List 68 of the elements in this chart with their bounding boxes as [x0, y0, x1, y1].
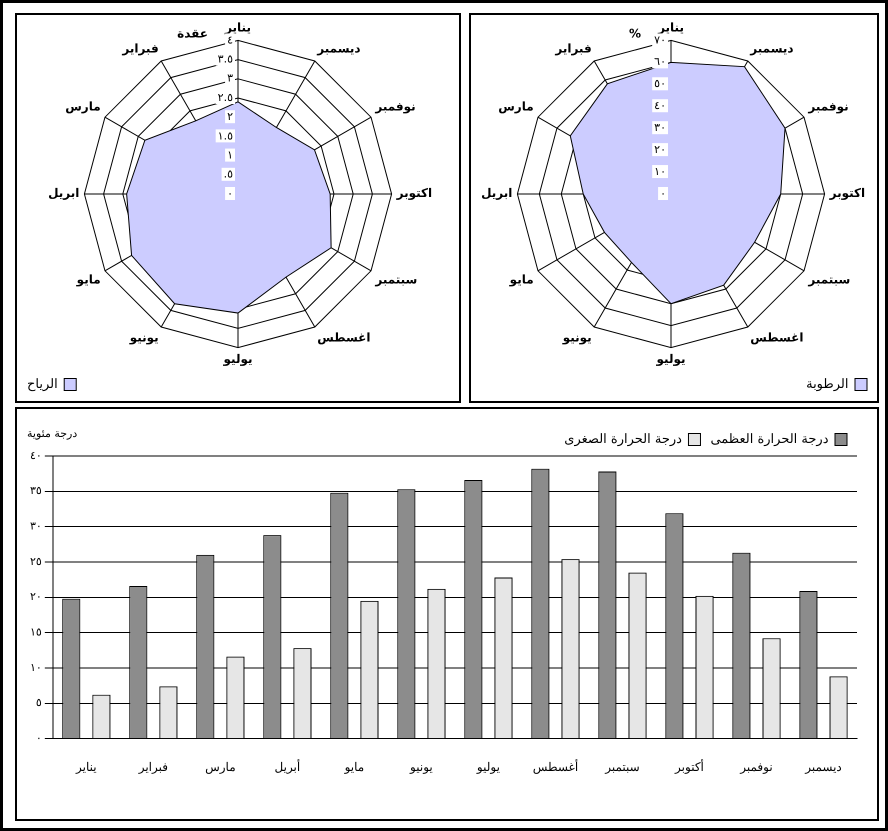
- spoke-label: نوفمبر: [374, 100, 416, 114]
- y-tick-label: ٢٠: [654, 142, 666, 156]
- spoke-label: ابريل: [481, 186, 512, 200]
- spoke-label: مارس: [65, 100, 101, 114]
- x-tick-label: نوفمبر: [739, 760, 773, 774]
- spoke-label: فبراير: [554, 42, 592, 56]
- y-tick-label: ١.٥: [218, 129, 234, 142]
- y-tick-label: ٢.٥: [218, 90, 234, 104]
- spoke-label: اغسطس: [317, 330, 370, 345]
- y-tick-label: ٠: [36, 731, 42, 744]
- spoke-label: يوليو: [222, 352, 252, 366]
- spoke-label: مايو: [76, 272, 101, 287]
- y-tick-label: ٥٠: [654, 77, 666, 90]
- y-tick-label: ٠: [227, 186, 233, 200]
- y-tick-label: ٦٠: [654, 55, 666, 68]
- text: عقدة: [177, 26, 208, 41]
- y-tick-label: ٣٥: [30, 484, 42, 498]
- spoke-label: سبتمبر: [807, 272, 850, 287]
- x-tick-label: يوليو: [476, 760, 500, 774]
- spoke-label: فبراير: [121, 42, 159, 56]
- y-tick-label: ١٠: [654, 164, 666, 178]
- y-axis-title: درجة مئوية: [27, 426, 78, 440]
- x-tick-label: مارس: [205, 760, 236, 774]
- y-tick-label: ٣٠: [654, 121, 666, 134]
- spoke-label: يناير: [224, 20, 251, 34]
- spoke-label: اكتوبر: [828, 186, 866, 200]
- legend-label: درجة الحرارة العظمى: [710, 432, 829, 447]
- y-tick-label: ٧٠: [654, 33, 666, 46]
- y-tick-label: ٢٥: [30, 554, 42, 568]
- y-tick-label: ٥: [36, 696, 42, 710]
- x-tick-label: سبتمبر: [604, 760, 640, 774]
- x-tick-label: أغسطس: [532, 758, 578, 774]
- legend-label: الرطوبة: [806, 376, 848, 392]
- y-tick-label: ٣٠: [30, 520, 42, 533]
- text: %: [628, 26, 641, 41]
- spoke-label: يونيو: [562, 330, 592, 345]
- y-tick-label: ٢٠: [30, 590, 42, 604]
- y-tick-label: ٠: [660, 186, 666, 200]
- y-tick-label: ٣: [227, 72, 234, 85]
- y-tick-label: ١: [227, 148, 233, 162]
- legend-label: الرياح: [27, 376, 58, 392]
- y-tick-label: ٤: [227, 33, 234, 46]
- x-tick-label: أكتوبر: [674, 758, 704, 774]
- x-tick-label: يناير: [75, 760, 97, 774]
- spoke-label: يونيو: [128, 330, 159, 345]
- spoke-label: اكتوبر: [396, 186, 432, 200]
- spoke-label: اغسطس: [750, 330, 804, 345]
- y-tick-label: ١٠: [30, 660, 42, 674]
- x-tick-label: مايو: [344, 760, 364, 774]
- x-tick-label: فبراير: [138, 760, 168, 774]
- y-tick-label: .٥: [224, 168, 234, 181]
- spoke-label: ديسمبر: [316, 42, 361, 56]
- y-tick-label: ٤٠: [30, 448, 42, 462]
- y-tick-label: ٤٠: [654, 99, 666, 112]
- y-tick-label: ٢: [227, 110, 234, 124]
- spoke-label: سبتمبر: [374, 272, 418, 287]
- y-tick-label: ١٥: [30, 625, 42, 638]
- legend-label: درجة الحرارة الصغرى: [564, 432, 682, 447]
- spoke-label: ديسمبر: [749, 42, 794, 56]
- x-tick-label: ديسمبر: [804, 760, 842, 774]
- spoke-label: نوفمبر: [807, 100, 849, 114]
- x-tick-label: أبريل: [274, 758, 300, 774]
- x-tick-label: يونيو: [409, 760, 433, 774]
- spoke-label: مارس: [498, 100, 534, 114]
- spoke-label: مايو: [508, 272, 534, 287]
- spoke-label: ابريل: [48, 186, 80, 200]
- y-tick-label: ٣.٥: [218, 52, 234, 66]
- spoke-label: يوليو: [656, 352, 686, 366]
